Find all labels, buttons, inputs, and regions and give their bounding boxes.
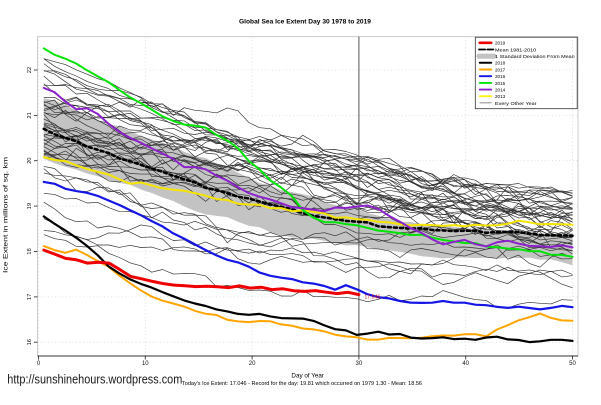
svg-text:Day of Year: Day of Year (291, 372, 324, 379)
svg-text:40: 40 (462, 361, 469, 367)
svg-text:2019: 2019 (495, 41, 506, 46)
svg-text:2018: 2018 (495, 61, 506, 66)
svg-text:30: 30 (356, 361, 363, 367)
svg-text:18: 18 (27, 248, 33, 254)
svg-text:http://sunshinehours.wordpress: http://sunshinehours.wordpress.com (7, 371, 182, 386)
svg-text:16: 16 (27, 339, 33, 345)
svg-text:Ice Extent in millions of sq.: Ice Extent in millions of sq. km (3, 157, 10, 273)
svg-text:19: 19 (27, 203, 33, 209)
svg-text:0: 0 (37, 361, 41, 367)
svg-text:Every Other Year: Every Other Year (495, 101, 537, 106)
svg-text:2017: 2017 (495, 67, 506, 72)
svg-text:1 Standard Deviation From Mean: 1 Standard Deviation From Mean (495, 54, 575, 59)
svg-text:2014: 2014 (495, 88, 506, 93)
svg-text:Global Sea Ice Extent Day 30 1: Global Sea Ice Extent Day 30 1978 to 201… (239, 19, 371, 26)
svg-text:20: 20 (27, 157, 33, 163)
svg-text:17: 17 (27, 294, 33, 300)
svg-text:17.046: 17.046 (364, 294, 380, 300)
svg-text:2013: 2013 (495, 94, 506, 99)
svg-text:10: 10 (142, 361, 149, 367)
svg-text:50: 50 (569, 361, 576, 367)
svg-text:21: 21 (27, 112, 33, 118)
svg-text:2015: 2015 (495, 81, 506, 86)
svg-text:20: 20 (249, 361, 256, 367)
svg-text:2016: 2016 (495, 74, 506, 79)
svg-text:22: 22 (27, 67, 33, 73)
svg-text:Today's Ice Extent: 17.046 -: Today's Ice Extent: 17.046 - Record for … (182, 381, 422, 387)
svg-text:Mean 1981-2010: Mean 1981-2010 (495, 47, 537, 52)
